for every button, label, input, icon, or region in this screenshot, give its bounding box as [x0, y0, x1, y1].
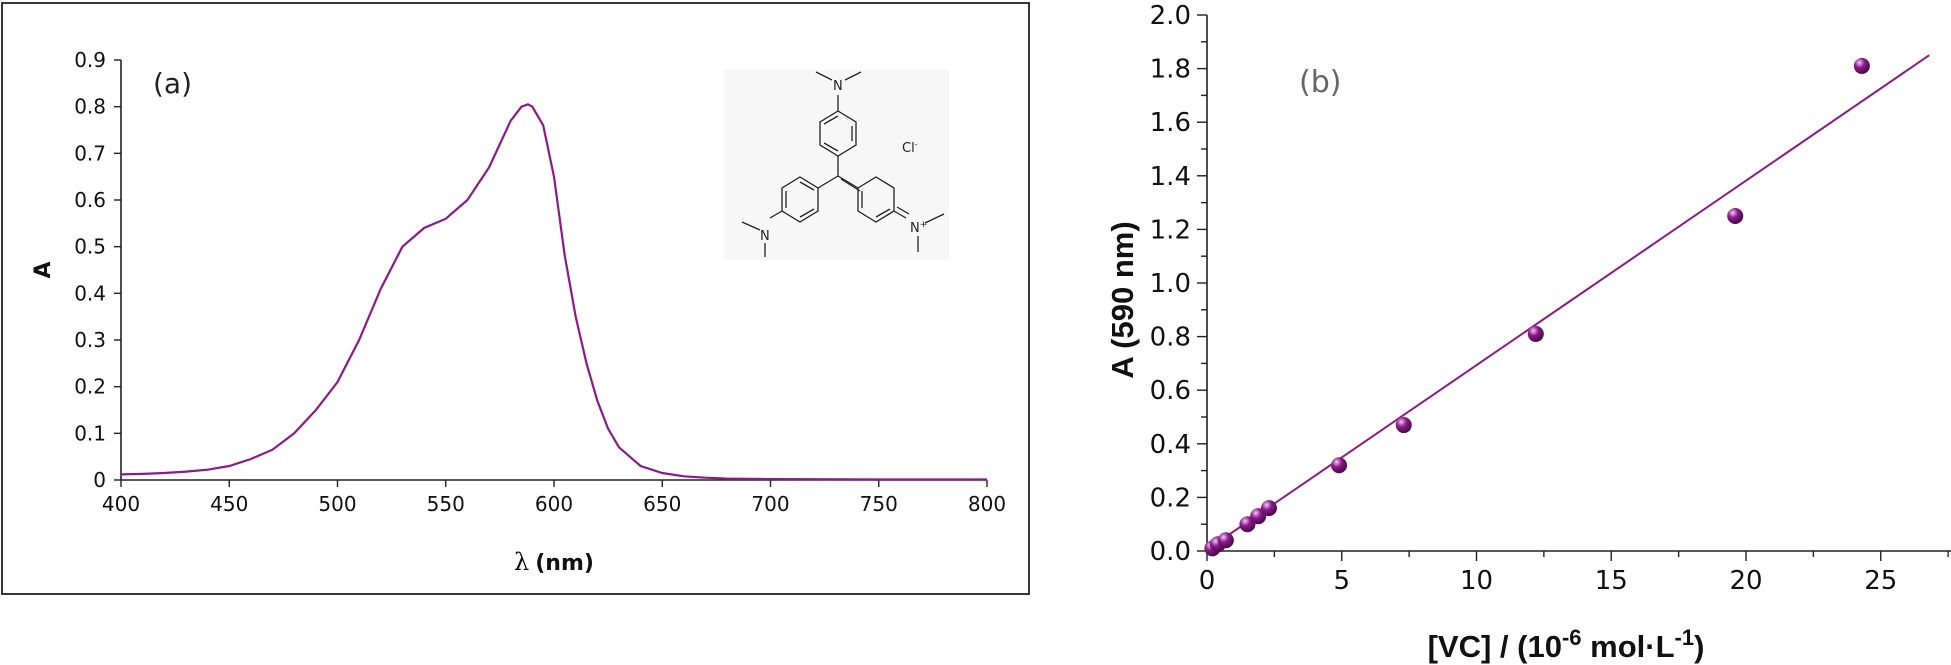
panel-b-y-tick-label: 1.2	[1150, 215, 1191, 245]
molecule-inset-background	[724, 70, 949, 260]
nitrogen-right-charge: +	[920, 220, 928, 230]
panel-b-y-ticks: 0.0 0.2 0.4 0.6 0.8 1.0 1.2 1.4 1.6 1.8 2.0	[1150, 1, 1207, 567]
panel-a-y-tick-label: 0.3	[74, 328, 106, 352]
panel-a-x-tick-label: 550	[427, 492, 465, 516]
panel-b-label: (b)	[1299, 65, 1341, 100]
molecule-bond	[840, 178, 861, 192]
panel-a-x-tick-label: 650	[643, 492, 681, 516]
panel-b-y-tick-label: 0.6	[1150, 376, 1191, 406]
molecule-bond	[817, 175, 839, 189]
x-title-exponent2: -1	[1675, 625, 1695, 650]
panel-b-data-point	[1727, 208, 1744, 224]
panel-a-x-tick-label: 450	[210, 492, 248, 516]
panel-a-x-tick-label: 750	[860, 492, 898, 516]
x-title-exponent1: -6	[1562, 625, 1582, 650]
x-title-part1: [VC] / (10	[1428, 629, 1562, 664]
panel-b-y-tick-label: 0.2	[1150, 483, 1191, 513]
panel-a-x-axis-title: λ (nm)	[514, 548, 594, 576]
molecule-bond	[896, 206, 910, 215]
panel-a-y-tick-label: 0.8	[74, 95, 106, 119]
panel-a-absorbance-curve	[120, 103, 987, 481]
nitrogen-right-symbol: N	[910, 221, 920, 236]
panel-a-y-tick-label: 0.5	[74, 235, 106, 259]
panel-b-y-axis-title: A (590 nm)	[1105, 221, 1140, 378]
panel-a-y-tick-label: 0.9	[74, 48, 106, 72]
panel-a-x-tick-label: 700	[751, 492, 789, 516]
panel-b-fit-line	[1206, 54, 1930, 551]
panel-a-y-axis-title: A	[31, 261, 56, 278]
panel-b-data-point	[1260, 500, 1277, 517]
panel-b-data-point	[1527, 325, 1544, 342]
nitrogen-top: N	[833, 79, 843, 94]
panel-a-y-ticks: 0 0.1 0.2 0.3 0.4 0.5 0.6 0.7 0.8 0.9	[74, 48, 121, 492]
panel-a-x-tick-label: 400	[102, 492, 140, 516]
panel-b-x-tick-label: 25	[1864, 566, 1897, 596]
molecule-bond	[769, 210, 783, 219]
panel-b-data-point	[1331, 457, 1348, 474]
panel-b-x-tick-label: 5	[1333, 566, 1350, 596]
molecule-bond	[875, 208, 891, 218]
nitrogen-left: N	[760, 229, 770, 244]
panel-a-y-tick-label: 0	[93, 468, 106, 492]
panel-a-y-tick-label: 0.1	[74, 421, 106, 445]
panel-a-y-tick-label: 0.7	[74, 141, 106, 165]
panel-b-data-point	[1395, 417, 1412, 434]
panel-a-x-tick-label: 800	[968, 492, 1006, 516]
molecule-bond	[844, 71, 862, 81]
panel-b-data-points	[1204, 57, 1870, 557]
panel-a-y-tick-label: 0.2	[74, 375, 106, 399]
molecule-bond	[823, 142, 839, 152]
panel-a-frame	[1, 2, 1030, 595]
panel-b-y-tick-label: 1.8	[1150, 55, 1191, 85]
x-title-part2: mol·L	[1582, 629, 1675, 664]
panel-b-calibration-chart: 0.0 0.2 0.4 0.6 0.8 1.0 1.2 1.4 1.6 1.8 2.0 0 5 10 15…	[1105, 1, 1951, 664]
panel-b-y-tick-label: 1.0	[1150, 269, 1191, 299]
panel-b-x-tick-label: 15	[1595, 566, 1628, 596]
panel-a-x-tick-label: 500	[318, 492, 356, 516]
panel-b-data-point	[1217, 532, 1234, 549]
panel-a-label: (a)	[153, 67, 192, 100]
molecule-bond	[823, 115, 839, 125]
panel-b-y-tick-label: 2.0	[1150, 1, 1191, 31]
panel-a-y-tick-label: 0.6	[74, 188, 106, 212]
lambda-symbol: λ	[514, 548, 529, 576]
x-title-part3: )	[1694, 629, 1704, 664]
panel-a-molecule-inset: N N N+ Cl-	[724, 70, 949, 260]
molecule-bond	[815, 71, 833, 81]
chloride-counterion: Cl-	[902, 140, 918, 156]
molecule-bond	[837, 175, 859, 189]
molecule-bond	[799, 208, 815, 218]
nitrogen-right: N+	[910, 220, 927, 236]
panel-b-x-tick-label: 0	[1199, 566, 1216, 596]
panel-a-x-tick-label: 600	[535, 492, 573, 516]
panel-b-x-tick-label: 20	[1729, 566, 1762, 596]
molecule-bond	[893, 210, 907, 219]
panel-b-x-ticks: 0 5 10 15 20 25	[1199, 551, 1949, 596]
panel-b-x-tick-label: 10	[1460, 566, 1493, 596]
panel-a-x-ticks: 400 450 500 550 600 650 700 750 800	[102, 480, 1006, 516]
panel-b-y-tick-label: 0.0	[1150, 537, 1191, 567]
molecule-bond	[799, 181, 815, 191]
panel-a-spectrum-chart: 0 0.1 0.2 0.3 0.4 0.5 0.6 0.7 0.8 0.9 400 450 500 55…	[1, 2, 1030, 595]
molecule-bond	[924, 213, 945, 224]
chloride-charge: -	[915, 140, 918, 149]
panel-b-y-tick-label: 0.8	[1150, 323, 1191, 353]
panel-b-y-tick-label: 1.6	[1150, 108, 1191, 138]
panel-b-y-tick-label: 1.4	[1150, 162, 1191, 192]
panel-b-x-axis-title: [VC] / (10-6 mol·L-1)	[1428, 625, 1705, 664]
panel-a-x-axis-unit: (nm)	[535, 551, 594, 576]
panel-b-data-point	[1853, 57, 1870, 74]
molecule-bond	[741, 221, 761, 231]
panel-b-y-tick-label: 0.4	[1150, 430, 1191, 460]
panel-a-y-tick-label: 0.4	[74, 281, 106, 305]
chloride-symbol: Cl	[902, 141, 915, 156]
